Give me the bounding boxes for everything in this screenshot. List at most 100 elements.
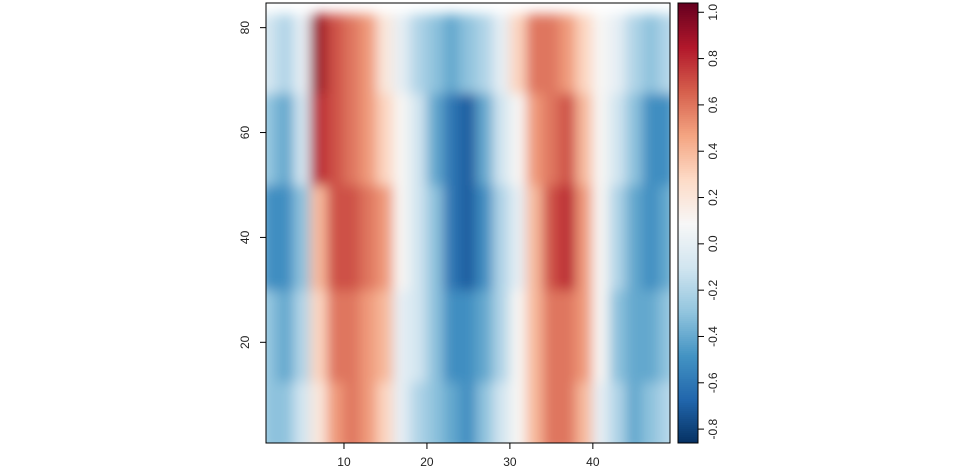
colorbar-swatch: [678, 211, 698, 214]
colorbar-swatch: [678, 241, 698, 244]
colorbar-swatch: [678, 313, 698, 316]
x-tick-label: 40: [586, 455, 600, 469]
heat-cell: [592, 381, 610, 443]
colorbar-swatch: [678, 207, 698, 210]
colorbar-swatch: [678, 183, 698, 186]
colorbar-swatch: [678, 145, 698, 148]
colorbar-swatch: [678, 63, 698, 66]
colorbar-swatch: [678, 217, 698, 220]
colorbar-swatch: [678, 265, 698, 268]
colorbar-swatch: [678, 13, 698, 16]
colorbar-swatch: [678, 417, 698, 420]
colorbar-swatch: [678, 123, 698, 126]
colorbar-swatch: [678, 305, 698, 308]
colorbar-swatch: [678, 231, 698, 234]
heat-cell: [476, 14, 494, 94]
colorbar-swatch: [678, 361, 698, 364]
heat-cell: [293, 14, 312, 94]
heat-cell: [326, 14, 345, 94]
colorbar-swatch: [678, 261, 698, 264]
heat-cell: [509, 381, 527, 443]
colorbar-swatch: [678, 397, 698, 400]
colorbar-swatch: [678, 65, 698, 68]
heat-cell: [608, 92, 627, 186]
colorbar-swatch: [678, 37, 698, 40]
colorbar-tick-label: 0.0: [706, 235, 720, 252]
heat-cell: [575, 92, 594, 186]
heat-cell: [592, 92, 610, 186]
heat-cell: [443, 184, 461, 291]
heat-cell: [310, 92, 328, 186]
colorbar-swatch: [678, 299, 698, 302]
heat-cell: [509, 92, 527, 186]
heat-cell: [608, 381, 627, 443]
colorbar-swatch: [678, 125, 698, 128]
colorbar-swatch: [678, 375, 698, 378]
y-tick-label: 20: [238, 335, 252, 349]
colorbar-swatch: [678, 143, 698, 146]
colorbar-swatch: [678, 355, 698, 358]
colorbar-swatch: [678, 115, 698, 118]
colorbar-swatch: [678, 343, 698, 346]
colorbar-swatch: [678, 213, 698, 216]
colorbar-swatch: [678, 113, 698, 116]
heat-cell: [509, 184, 527, 291]
heat-cell: [376, 14, 395, 94]
colorbar-swatch: [678, 131, 698, 134]
colorbar-swatch: [678, 3, 698, 6]
heat-cell: [409, 289, 428, 383]
colorbar-swatch: [678, 353, 698, 356]
colorbar-swatch: [678, 269, 698, 272]
colorbar-swatch: [678, 89, 698, 92]
colorbar-swatch: [678, 9, 698, 12]
colorbar-swatch: [678, 147, 698, 150]
heat-cell: [492, 184, 511, 291]
colorbar: [678, 3, 698, 444]
heat-cell: [459, 184, 478, 291]
colorbar-swatch: [678, 191, 698, 194]
colorbar-swatch: [678, 421, 698, 424]
colorbar-swatch: [678, 277, 698, 280]
heat-cell: [559, 381, 577, 443]
colorbar-swatch: [678, 59, 698, 62]
colorbar-swatch: [678, 399, 698, 402]
colorbar-swatch: [678, 289, 698, 292]
colorbar-swatch: [678, 205, 698, 208]
heat-cell: [426, 381, 445, 443]
heat-cell: [266, 92, 279, 186]
heat-cell: [592, 289, 610, 383]
colorbar-swatch: [678, 235, 698, 238]
heat-cell: [360, 289, 378, 383]
heat-cell: [658, 184, 670, 291]
colorbar-swatch: [678, 339, 698, 342]
heat-cell: [658, 92, 670, 186]
y-tick-label: 60: [238, 126, 252, 140]
colorbar-swatch: [678, 21, 698, 24]
heat-cell: [277, 92, 295, 186]
colorbar-swatch: [678, 321, 698, 324]
colorbar-tick-label: -0.6: [706, 372, 720, 393]
heat-cell: [376, 289, 395, 383]
colorbar-swatch: [678, 39, 698, 42]
colorbar-swatch: [678, 285, 698, 288]
colorbar-swatch: [678, 11, 698, 14]
colorbar-swatch: [678, 139, 698, 142]
colorbar-swatch: [678, 33, 698, 36]
heat-cell: [492, 289, 511, 383]
colorbar-swatch: [678, 55, 698, 58]
colorbar-swatch: [678, 247, 698, 250]
heat-cell: [642, 289, 660, 383]
heat-cell: [642, 381, 660, 443]
colorbar-swatch: [678, 117, 698, 120]
heat-cell: [409, 381, 428, 443]
colorbar-swatch: [678, 181, 698, 184]
heat-cell: [360, 184, 378, 291]
colorbar-swatch: [678, 287, 698, 290]
colorbar-swatch: [678, 429, 698, 432]
colorbar-swatch: [678, 171, 698, 174]
heat-cell: [426, 14, 445, 94]
colorbar-swatch: [678, 49, 698, 52]
heat-cell: [409, 14, 428, 94]
colorbar-swatch: [678, 259, 698, 262]
colorbar-swatch: [678, 367, 698, 370]
